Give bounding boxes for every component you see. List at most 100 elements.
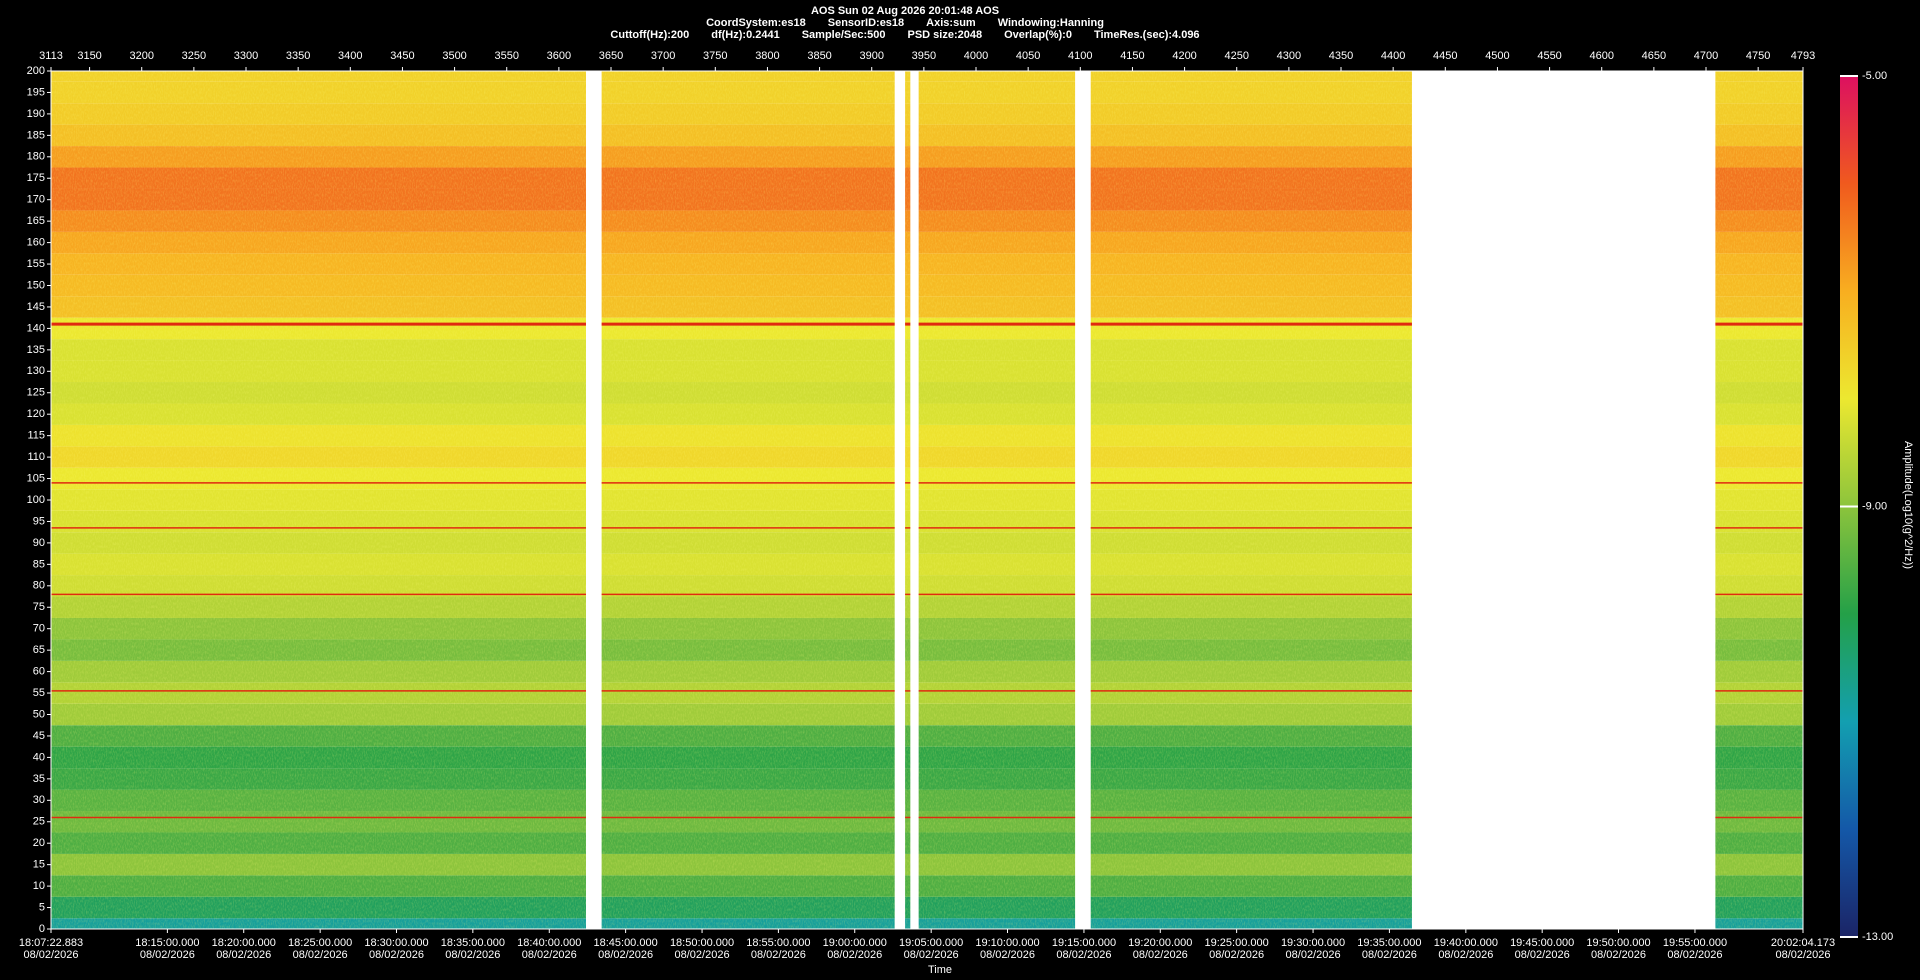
- y-tick-label: 145: [27, 301, 45, 313]
- time-tick-date: 08/02/2026: [1438, 949, 1493, 961]
- time-tick-date: 08/02/2026: [522, 949, 577, 961]
- chart-title: AOS Sun 02 Aug 2026 20:01:48 AOS: [811, 5, 999, 17]
- time-tick-date: 08/02/2026: [1209, 949, 1264, 961]
- info-item: df(Hz):0.2441: [711, 29, 779, 41]
- y-tick-label: 0: [39, 923, 45, 935]
- time-tick-date: 08/02/2026: [1775, 949, 1830, 961]
- segment: [1090, 71, 1412, 929]
- texture: [918, 71, 1076, 929]
- x-tick-label: 3150: [77, 50, 101, 62]
- y-tick-label: 65: [33, 644, 45, 656]
- y-tick-label: 170: [27, 194, 45, 206]
- time-tick-label: 18:20:00.000: [212, 937, 276, 949]
- y-tick-label: 190: [27, 108, 45, 120]
- x-tick-label: 3113: [39, 50, 63, 62]
- y-tick-label: 35: [33, 773, 45, 785]
- x-tick-label: 4500: [1485, 50, 1509, 62]
- y-tick-label: 155: [27, 258, 45, 270]
- x-tick-label: 3750: [703, 50, 727, 62]
- y-tick-label: 160: [27, 237, 45, 249]
- x-tick-label: 3800: [755, 50, 779, 62]
- y-tick-label: 140: [27, 322, 45, 334]
- time-tick-label: 18:25:00.000: [288, 937, 352, 949]
- colorbar-tick-label: -9.00: [1862, 500, 1887, 512]
- colorbar-label: Amplitude(Log10(g^2/Hz)): [1902, 441, 1914, 569]
- info-line: Cuttoff(Hz):200 df(Hz):0.2441 Sample/Sec:5…: [610, 29, 1199, 41]
- y-tick-label: 180: [27, 151, 45, 163]
- x-tick-label: 3550: [494, 50, 518, 62]
- time-tick-label: 19:10:00.000: [975, 937, 1039, 949]
- time-tick-label: 19:30:00.000: [1281, 937, 1345, 949]
- time-tick-label: 19:35:00.000: [1357, 937, 1421, 949]
- time-tick-date: 08/02/2026: [1591, 949, 1646, 961]
- y-tick-label: 150: [27, 279, 45, 291]
- y-tick-label: 110: [27, 451, 45, 463]
- time-tick-date: 08/02/2026: [904, 949, 959, 961]
- plot-layer: [51, 71, 1803, 929]
- x-tick-label: 4550: [1537, 50, 1561, 62]
- x-tick-label: 4100: [1068, 50, 1092, 62]
- y-tick-label: 185: [27, 129, 45, 141]
- y-tick-label: 15: [33, 859, 45, 871]
- x-tick-label: 4450: [1433, 50, 1457, 62]
- y-tick-label: 85: [33, 558, 45, 570]
- x-tick-label: 4350: [1329, 50, 1353, 62]
- colorbar-tick-label: -5.00: [1862, 70, 1887, 82]
- time-tick-label: 18:35:00.000: [441, 937, 505, 949]
- texture: [51, 71, 586, 929]
- time-tick-label: 18:30:00.000: [364, 937, 428, 949]
- time-tick-date: 08/02/2026: [293, 949, 348, 961]
- info-item: CoordSystem:es18: [706, 17, 806, 29]
- y-tick-label: 115: [27, 430, 45, 442]
- texture: [601, 71, 895, 929]
- time-tick-date: 08/02/2026: [598, 949, 653, 961]
- y-tick-label: 75: [33, 601, 45, 613]
- y-tick-label: 105: [27, 472, 45, 484]
- time-tick-date: 08/02/2026: [1515, 949, 1570, 961]
- x-tick-label: 3850: [807, 50, 831, 62]
- x-tick-label: 4600: [1589, 50, 1613, 62]
- time-tick-label: 19:50:00.000: [1586, 937, 1650, 949]
- info-item: Windowing:Hanning: [998, 17, 1104, 29]
- spectrogram: [51, 71, 1803, 929]
- y-tick-label: 175: [27, 172, 45, 184]
- info-line: CoordSystem:es18 SensorID:es18 Axis:sum Win…: [706, 17, 1104, 29]
- texture: [1715, 71, 1803, 929]
- info-item: Sample/Sec:500: [802, 29, 886, 41]
- time-tick-label: 18:15:00.000: [135, 937, 199, 949]
- y-tick-label: 100: [27, 494, 45, 506]
- time-tick-label: 19:15:00.000: [1052, 937, 1116, 949]
- x-tick-label: 4300: [1277, 50, 1301, 62]
- time-tick-date: 08/02/2026: [369, 949, 424, 961]
- x-axis-label: Time: [928, 964, 952, 976]
- y-tick-label: 25: [33, 816, 45, 828]
- y-tick-label: 40: [33, 751, 45, 763]
- time-tick-label: 18:55:00.000: [746, 937, 810, 949]
- time-tick-label: 19:40:00.000: [1434, 937, 1498, 949]
- segment: [918, 71, 1076, 929]
- texture: [1090, 71, 1412, 929]
- info-item: Overlap(%):0: [1004, 29, 1072, 41]
- y-tick-label: 5: [39, 901, 45, 913]
- x-tick-label: 4000: [964, 50, 988, 62]
- info-item: TimeRes.(sec):4.096: [1094, 29, 1200, 41]
- time-tick-date: 08/02/2026: [1667, 949, 1722, 961]
- x-tick-label: 4793: [1791, 50, 1815, 62]
- time-tick-date: 08/02/2026: [140, 949, 195, 961]
- x-tick-label: 4150: [1120, 50, 1144, 62]
- time-tick-date: 08/02/2026: [445, 949, 500, 961]
- y-tick-label: 30: [33, 794, 45, 806]
- y-tick-label: 50: [33, 708, 45, 720]
- y-tick-label: 10: [33, 880, 45, 892]
- x-tick-label: 3450: [390, 50, 414, 62]
- y-tick-label: 90: [33, 537, 45, 549]
- y-tick-label: 130: [27, 365, 45, 377]
- y-tick-label: 195: [27, 86, 45, 98]
- segment: [1715, 71, 1803, 929]
- x-tick-label: 4050: [1016, 50, 1040, 62]
- x-tick-label: 3200: [129, 50, 153, 62]
- y-tick-label: 165: [27, 215, 45, 227]
- segment: [601, 71, 895, 929]
- info-item: SensorID:es18: [828, 17, 904, 29]
- x-tick-label: 4250: [1224, 50, 1248, 62]
